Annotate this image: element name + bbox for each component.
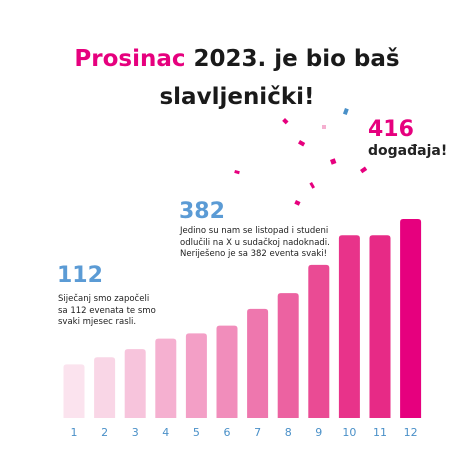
bar	[155, 338, 177, 418]
x-tick-label: 2	[101, 426, 108, 439]
annotation-value: 112	[57, 263, 103, 288]
x-tick-label: 7	[254, 426, 261, 439]
bar	[400, 219, 422, 418]
bar	[124, 349, 146, 418]
bar	[369, 235, 391, 418]
bar	[94, 357, 116, 418]
x-tick-label: 10	[342, 426, 356, 439]
bar	[338, 235, 360, 418]
annotation-text: događaja!	[368, 143, 448, 159]
x-tick-label: 9	[315, 426, 322, 439]
annotation-value: 416	[368, 117, 414, 142]
bar	[308, 264, 330, 418]
bar	[63, 364, 85, 418]
x-tick-label: 8	[285, 426, 292, 439]
bar	[185, 333, 207, 418]
title-highlight: Prosinac	[74, 46, 186, 72]
x-tick-label: 5	[193, 426, 200, 439]
annotation-text: Siječanj smo započeli sa 112 evenata te …	[58, 294, 156, 327]
x-tick-label: 6	[224, 426, 231, 439]
title-text: 2023. je bio baš slavljenički!	[159, 46, 400, 110]
x-tick-label: 1	[71, 426, 78, 439]
x-tick-label: 12	[404, 426, 418, 439]
annotation-text: Jedino su nam se listopad i studeni odlu…	[180, 226, 330, 259]
x-tick-label: 11	[373, 426, 387, 439]
title: Prosinac 2023. je bio baš slavljenički!	[57, 40, 417, 116]
bar	[216, 325, 238, 418]
x-tick-label: 3	[132, 426, 139, 439]
bar	[277, 293, 299, 418]
bar	[247, 308, 269, 418]
annotation-value: 382	[179, 199, 225, 224]
x-tick-label: 4	[162, 426, 169, 439]
confetti	[234, 108, 368, 206]
